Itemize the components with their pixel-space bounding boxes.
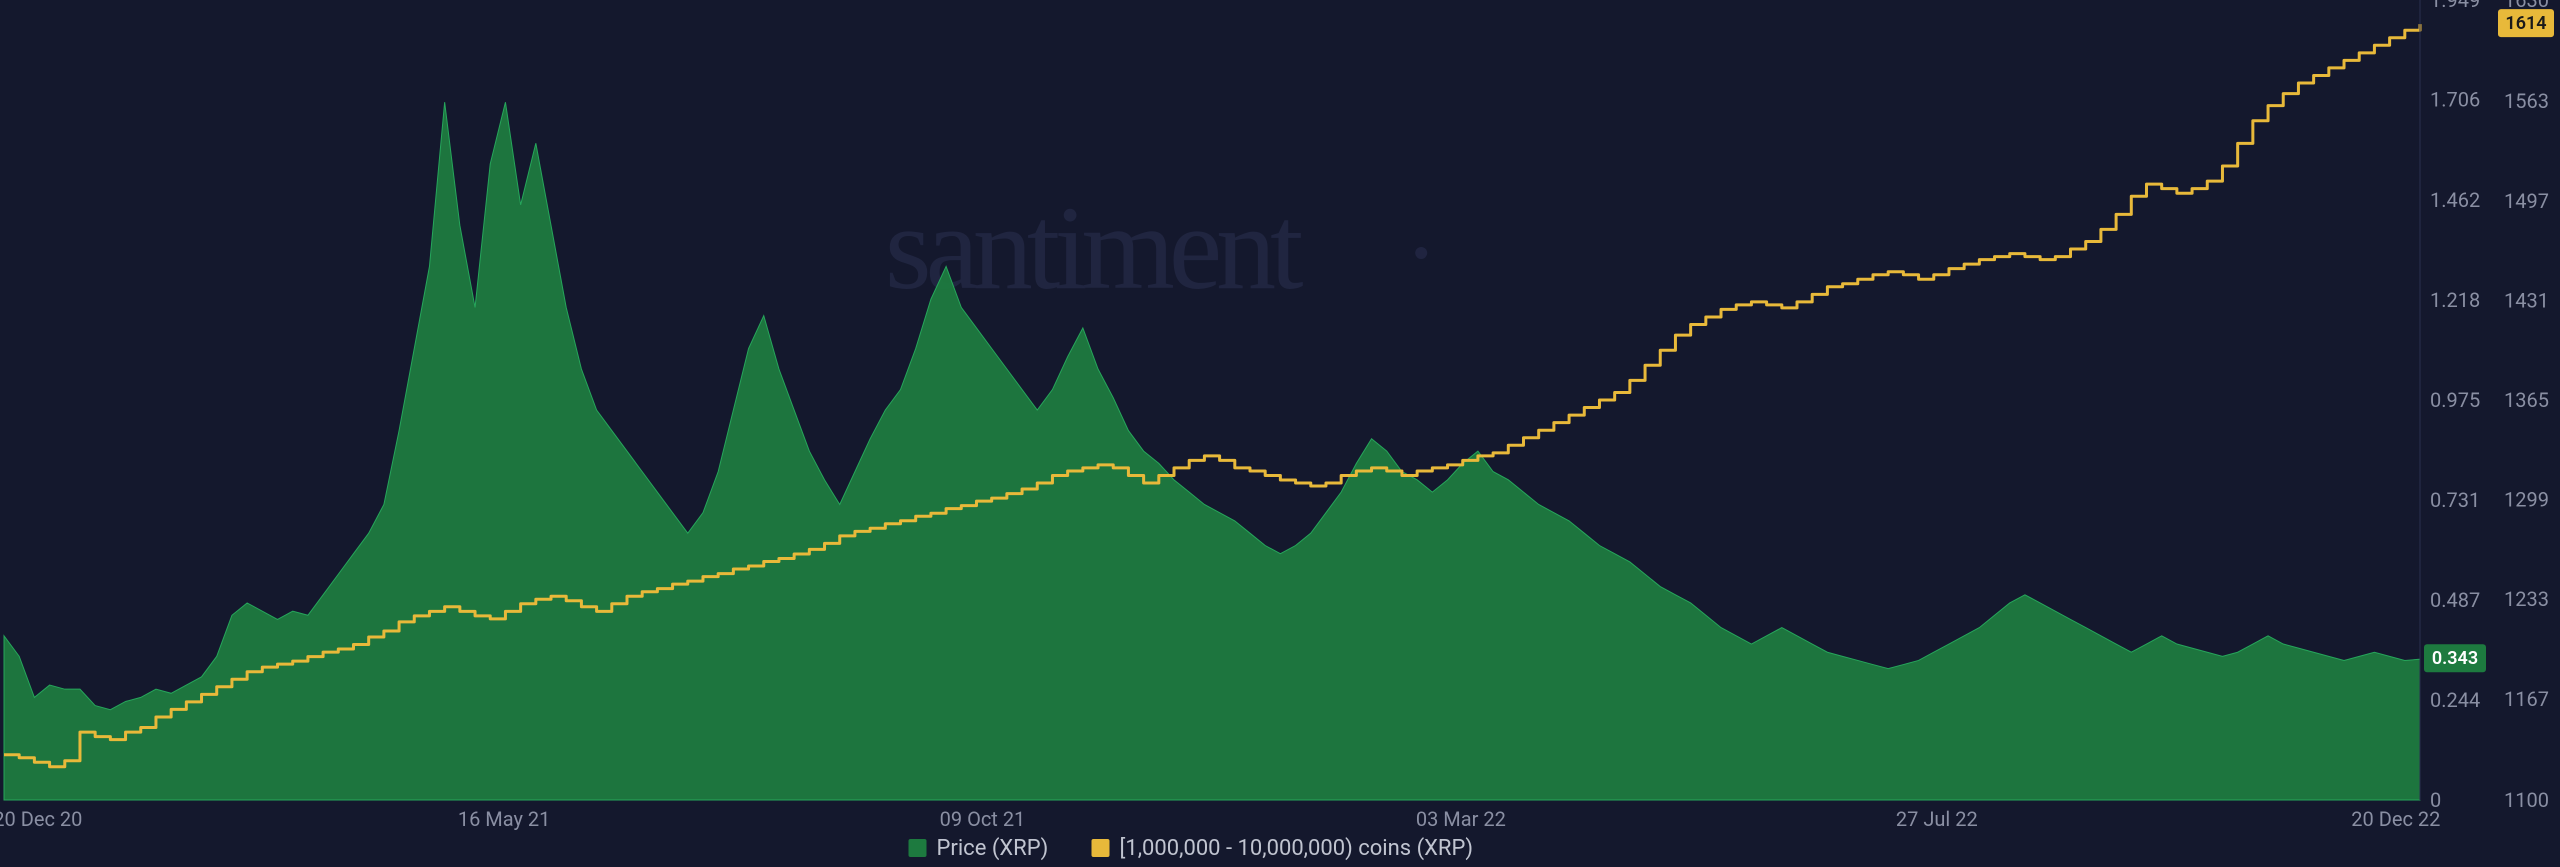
x-tick: 27 Jul 22 — [1896, 807, 1978, 831]
legend-label: [1,000,000 - 10,000,000) coins (XRP) — [1120, 836, 1474, 861]
price-latest-badge-label: 0.343 — [2432, 648, 2478, 669]
y-right-tick: 1497 — [2504, 189, 2549, 213]
y-left-tick: 1.949 — [2430, 0, 2480, 12]
y-left-tick: 0.487 — [2430, 588, 2480, 612]
price-holders-chart: santiment00.2440.4870.7310.9751.2181.462… — [0, 0, 2560, 867]
y-right-tick: 1431 — [2504, 288, 2549, 312]
x-tick: 03 Mar 22 — [1416, 807, 1506, 831]
y-left-tick: 0.975 — [2430, 388, 2480, 412]
holders-latest-badge-label: 1614 — [2505, 13, 2546, 34]
y-right-tick: 1299 — [2504, 488, 2549, 512]
chart-container: santiment00.2440.4870.7310.9751.2181.462… — [0, 0, 2560, 867]
y-left-tick: 0.731 — [2430, 488, 2480, 512]
watermark-dot — [1415, 247, 1427, 259]
x-tick: 20 Dec 20 — [0, 807, 82, 831]
y-right-tick: 1100 — [2504, 788, 2549, 812]
y-right-tick: 1167 — [2504, 687, 2549, 711]
y-left-tick: 1.706 — [2430, 88, 2480, 112]
x-tick: 16 May 21 — [458, 807, 551, 831]
y-left-tick: 1.218 — [2430, 288, 2480, 312]
legend-swatch — [1092, 839, 1110, 857]
y-right-tick: 1365 — [2504, 388, 2549, 412]
y-left-tick: 0.244 — [2430, 688, 2480, 712]
y-left-tick: 1.462 — [2430, 188, 2480, 212]
x-tick: 20 Dec 22 — [2351, 807, 2440, 831]
legend-swatch — [909, 839, 927, 857]
y-right-tick: 1563 — [2504, 89, 2549, 113]
y-right-tick: 1233 — [2504, 587, 2549, 611]
x-tick: 09 Oct 21 — [940, 807, 1026, 831]
legend-label: Price (XRP) — [937, 836, 1049, 861]
